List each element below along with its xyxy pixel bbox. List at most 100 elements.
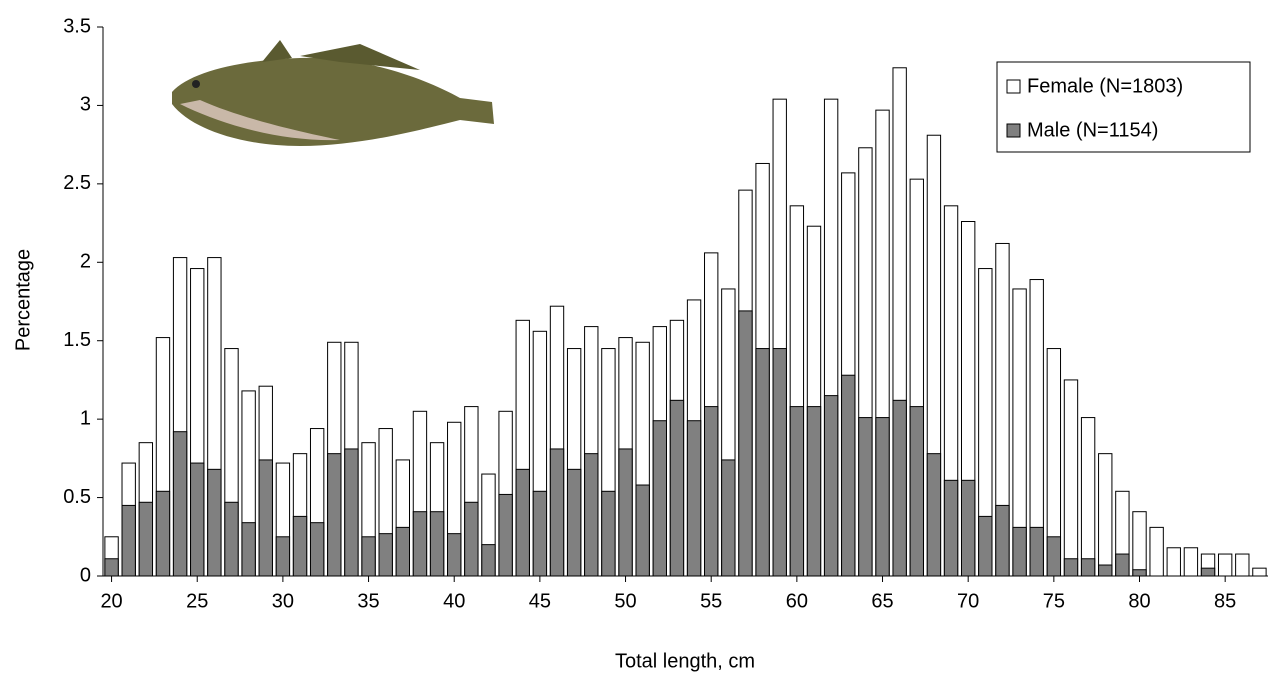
bar: [242, 523, 255, 576]
bar: [328, 454, 341, 576]
bar: [1116, 554, 1129, 576]
bar: [1167, 548, 1180, 576]
bar: [1236, 554, 1249, 576]
legend-label: Male (N=1154): [1027, 119, 1158, 141]
bar: [687, 421, 700, 576]
x-tick-label: 25: [186, 590, 208, 612]
x-tick-label: 40: [443, 590, 465, 612]
y-axis-title: Percentage: [12, 249, 34, 351]
bar: [533, 491, 546, 576]
bar: [842, 375, 855, 576]
x-tick-label: 65: [871, 590, 893, 612]
bar: [1133, 570, 1146, 576]
bar: [893, 400, 906, 576]
x-tick-label: 55: [700, 590, 722, 612]
x-tick-label: 60: [786, 590, 808, 612]
legend-label: Female (N=1803): [1027, 75, 1183, 97]
bar: [1064, 559, 1077, 576]
y-tick-label: 3.5: [63, 15, 91, 37]
x-tick-label: 45: [529, 590, 551, 612]
bar: [807, 407, 820, 576]
bar: [550, 449, 563, 576]
y-tick-label: 0: [80, 564, 91, 586]
bar: [773, 349, 786, 576]
bar: [636, 485, 649, 576]
bar: [156, 491, 169, 576]
x-tick-label: 80: [1128, 590, 1150, 612]
bar: [1047, 537, 1060, 576]
bar: [979, 516, 992, 576]
y-tick-label: 3: [80, 94, 91, 116]
x-axis-title: Total length, cm: [615, 650, 755, 672]
bar: [859, 418, 872, 576]
bar: [1081, 418, 1094, 576]
bar: [1064, 380, 1077, 576]
bar: [722, 460, 735, 576]
bar: [225, 502, 238, 576]
bar: [276, 537, 289, 576]
x-tick-label: 30: [272, 590, 294, 612]
bar: [482, 545, 495, 576]
bar: [105, 559, 118, 576]
bar: [122, 505, 135, 576]
bar: [293, 516, 306, 576]
bar: [653, 421, 666, 576]
bar: [705, 407, 718, 576]
x-tick-label: 85: [1214, 590, 1236, 612]
bar: [430, 512, 443, 576]
bar: [1184, 548, 1197, 576]
bar: [670, 400, 683, 576]
bar: [1099, 454, 1112, 576]
x-tick-label: 70: [957, 590, 979, 612]
bar: [756, 349, 769, 576]
chart: Percentage Total length, cm 0 0.5 1 1.5 2 2.5…: [0, 0, 1273, 677]
bar: [996, 505, 1009, 576]
bar: [1253, 568, 1266, 576]
bar: [191, 463, 204, 576]
bar: [396, 527, 409, 576]
y-tick-label: 2: [80, 251, 91, 273]
bar: [1218, 554, 1231, 576]
bar: [1030, 527, 1043, 576]
fish-illustration: [172, 40, 494, 146]
bar: [208, 469, 221, 576]
bar: [413, 512, 426, 576]
bar: [1201, 568, 1214, 576]
bar: [1013, 527, 1026, 576]
y-tick-label: 1.5: [63, 329, 91, 351]
bar: [585, 454, 598, 576]
bar: [962, 480, 975, 576]
bar: [927, 454, 940, 576]
bar: [499, 494, 512, 576]
x-tick-label: 75: [1043, 590, 1065, 612]
y-tick-label: 1: [80, 407, 91, 429]
bar: [1099, 565, 1112, 576]
bar: [944, 480, 957, 576]
bar: [739, 311, 752, 576]
y-tick-label: 2.5: [63, 172, 91, 194]
bar: [139, 502, 152, 576]
legend-swatch: [1007, 80, 1020, 93]
bar: [619, 449, 632, 576]
bar: [876, 418, 889, 576]
bar: [448, 534, 461, 576]
bar: [790, 407, 803, 576]
y-tick-label: 0.5: [63, 486, 91, 508]
bar: [1081, 559, 1094, 576]
bar: [259, 460, 272, 576]
legend-swatch: [1007, 124, 1020, 137]
bar: [824, 396, 837, 576]
x-tick-label: 50: [614, 590, 636, 612]
bar: [602, 491, 615, 576]
bar: [910, 407, 923, 576]
x-tick-label: 20: [100, 590, 122, 612]
bar: [1150, 527, 1163, 576]
x-tick-label: 35: [357, 590, 379, 612]
bar: [516, 469, 529, 576]
bar: [567, 469, 580, 576]
bar: [465, 502, 478, 576]
bar: [173, 432, 186, 576]
bar: [345, 449, 358, 576]
bar: [362, 537, 375, 576]
bar: [1133, 512, 1146, 576]
